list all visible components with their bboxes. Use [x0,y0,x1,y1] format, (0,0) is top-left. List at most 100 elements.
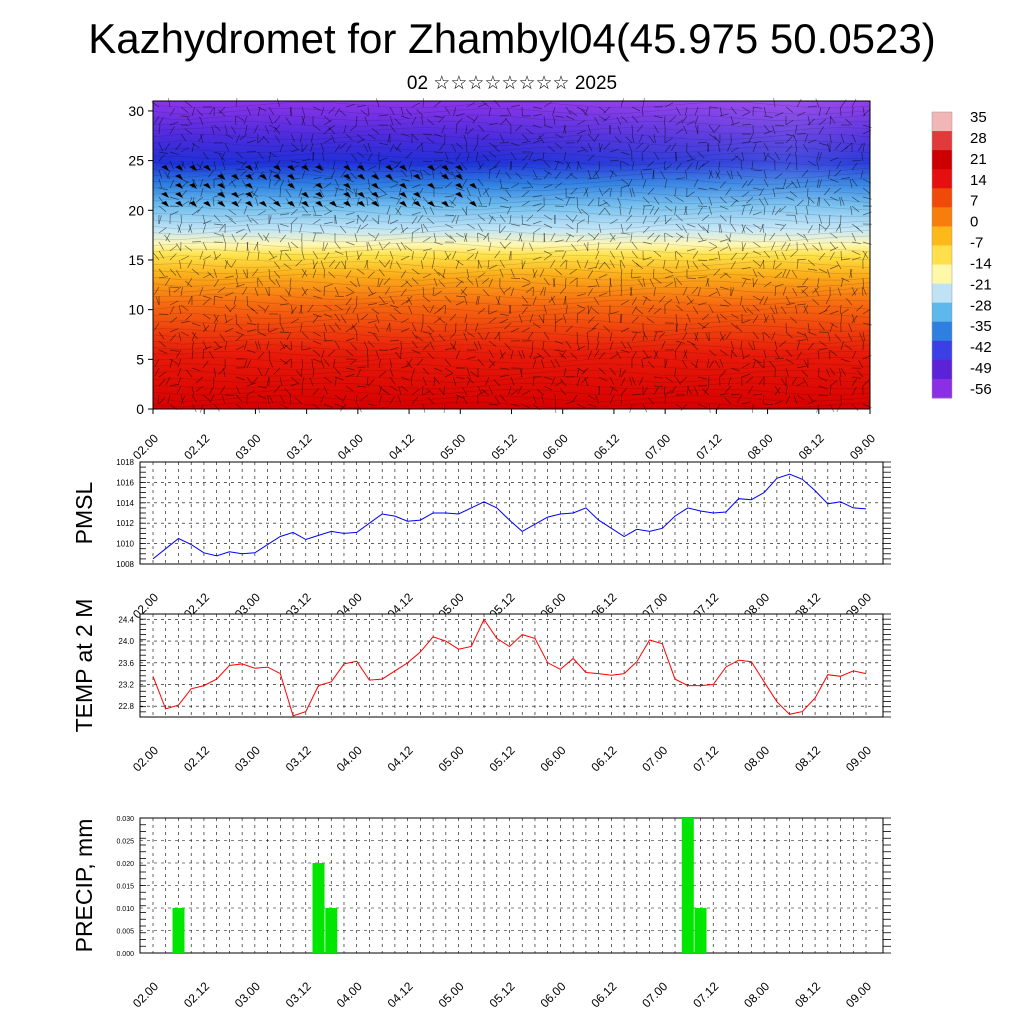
jet-flag [455,192,463,198]
wind-barb [587,198,594,207]
wind-barb [697,187,707,191]
wind-barb [235,385,241,395]
wind-barb [301,116,306,126]
wind-barb [499,118,507,126]
wind-barb [217,286,226,293]
wind-barb [466,115,475,122]
wind-barb [840,278,844,288]
wind-barb [693,178,699,188]
wind-barb [372,217,380,225]
wind-barb [862,251,867,261]
wind-barb [367,142,372,152]
contour-line [152,299,871,306]
wind-barb [595,278,600,288]
wind-barb [158,205,167,212]
wind-barb [851,241,861,244]
jet-flag [217,192,225,198]
wind-barb [301,377,305,387]
wind-barb [851,386,857,396]
wind-barb [175,142,182,151]
wind-barb [664,205,673,212]
wind-barb [576,293,586,297]
wind-barb [400,227,409,234]
wind-barb [697,141,708,144]
wind-barb [158,379,166,387]
wind-barb [191,107,196,117]
wind-barb [785,162,791,171]
precip-bar [681,818,694,953]
wind-barb [785,106,794,113]
wind-barb [312,196,322,200]
wind-barb [653,207,660,216]
wind-barb [367,165,377,171]
colorbar-swatch [932,378,952,399]
wind-barb [576,205,582,214]
wind-barb [333,358,336,368]
wind-barb [295,397,303,405]
wind-barb [741,106,750,112]
wind-barb [173,286,182,293]
wind-barb [505,189,512,198]
wind-barb [411,216,418,225]
wind-barb [438,334,446,342]
wind-barb [411,102,421,108]
wind-barb [587,305,593,315]
wind-barb [417,214,424,223]
wind-barb [532,106,542,109]
wind-barb [477,214,486,222]
wind-barb [415,335,424,342]
wind-barb [301,170,306,180]
wind-barb [256,241,259,252]
wind-barb [328,349,336,357]
wind-barb [209,394,215,404]
wind-barb [719,205,729,210]
wind-barb [635,262,644,270]
jet-flag [385,174,393,180]
colorbar-label: 35 [970,109,987,126]
wind-barb [345,385,354,392]
wind-barb [279,358,288,365]
wind-barb [570,352,578,360]
wind-barb [682,331,688,341]
wind-barb [235,242,239,252]
wind-barb [420,224,424,234]
wind-barb [824,223,831,232]
wind-barb [818,107,822,117]
wind-barb [312,106,322,111]
wind-barb [847,332,853,342]
wind-barb [521,260,526,270]
wind-barb [158,331,165,340]
wind-barb [284,288,292,297]
wind-barb [477,358,485,367]
wind-barb [334,108,340,117]
wind-barb [647,187,655,195]
wind-barb [499,114,509,117]
wind-barb [785,295,791,305]
wind-barb [255,197,259,207]
wind-barb [268,349,271,359]
wind-barb [184,101,193,108]
wind-barb [508,250,512,260]
wind-barb [301,269,307,279]
wind-barb [769,360,776,369]
wind-barb [763,403,774,406]
wind-barb [690,362,699,369]
wind-barb [653,124,659,133]
wind-barb [499,318,509,324]
wind-barb [812,244,820,252]
wind-barb [158,153,166,162]
heatmap-y-tick-label: 30 [128,103,144,119]
wind-barb [393,146,402,153]
jet-flag [245,174,253,180]
wind-barb [422,331,432,335]
wind-barb [814,287,820,297]
wind-barb [345,349,354,356]
heatmap-y-tick-label: 10 [128,302,144,318]
wind-barb [202,151,209,160]
wind-barb [818,394,829,397]
wind-barb [290,217,298,225]
wind-barb [158,349,168,354]
wind-barb [851,250,861,256]
wind-barb [433,151,444,154]
wind-barb [400,255,410,261]
